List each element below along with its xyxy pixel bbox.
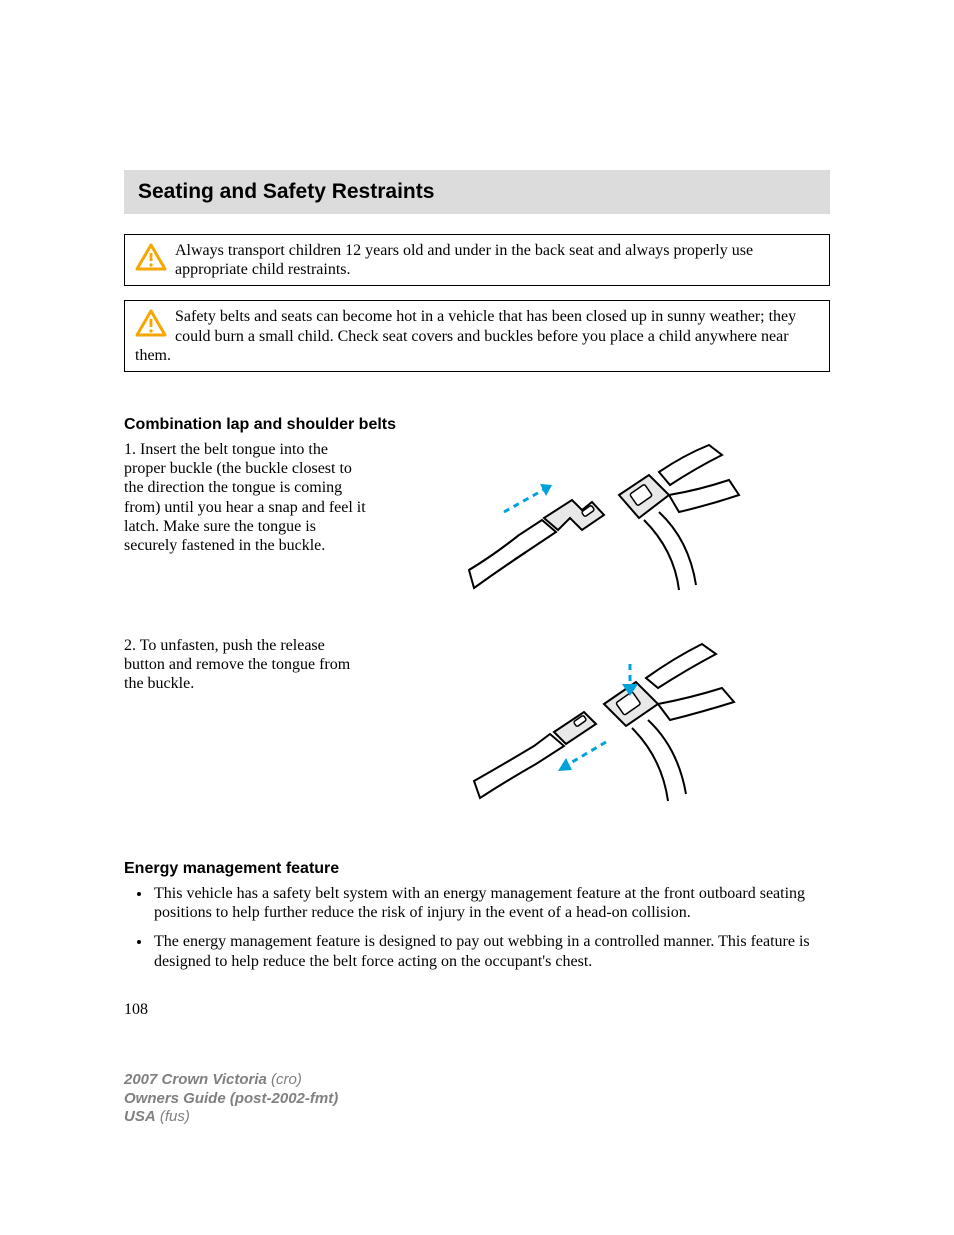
- diagram-unfasten-belt: [378, 636, 830, 816]
- step-1-row: 1. Insert the belt tongue into the prope…: [124, 440, 830, 610]
- warning-box-1: Always transport children 12 years old a…: [124, 234, 830, 286]
- warning-icon: [135, 309, 167, 342]
- footer-region: USA: [124, 1108, 156, 1125]
- warning-text: Always transport children 12 years old a…: [175, 242, 753, 278]
- list-item: The energy management feature is designe…: [152, 932, 830, 970]
- step-2-row: 2. To unfasten, push the release button …: [124, 636, 830, 816]
- footer-guide: Owners Guide (post-2002-fmt): [124, 1090, 338, 1109]
- footer: 2007 Crown Victoria (cro) Owners Guide (…: [124, 1071, 338, 1127]
- section-header: Seating and Safety Restraints: [124, 170, 830, 214]
- heading-combination: Combination lap and shoulder belts: [124, 416, 830, 434]
- step-2-text: 2. To unfasten, push the release button …: [124, 636, 366, 694]
- footer-model: 2007 Crown Victoria: [124, 1071, 267, 1088]
- list-item: This vehicle has a safety belt system wi…: [152, 884, 830, 922]
- energy-bullet-list: This vehicle has a safety belt system wi…: [124, 884, 830, 971]
- warning-box-2: Safety belts and seats can become hot in…: [124, 300, 830, 372]
- section-title: Seating and Safety Restraints: [138, 180, 816, 204]
- step-1-text: 1. Insert the belt tongue into the prope…: [124, 440, 366, 555]
- heading-energy: Energy management feature: [124, 860, 830, 878]
- warning-text: Safety belts and seats can become hot in…: [135, 308, 796, 363]
- diagram-insert-belt: [378, 440, 830, 610]
- warning-icon: [135, 243, 167, 276]
- page-number: 108: [124, 1001, 830, 1019]
- footer-model-code: (cro): [267, 1071, 302, 1088]
- footer-region-code: (fus): [156, 1108, 190, 1125]
